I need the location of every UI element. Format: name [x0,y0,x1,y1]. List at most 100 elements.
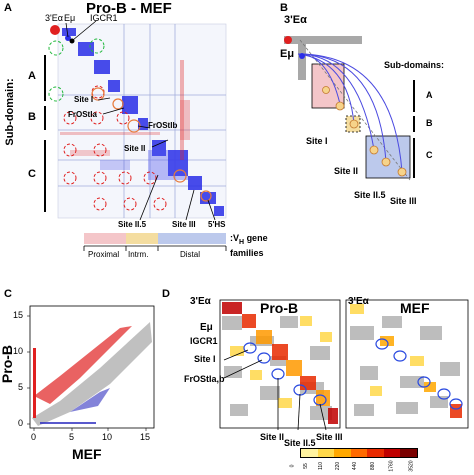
panel-d-left-3ea: 3'Eα [190,296,211,307]
panel-a-emu-marker [65,35,71,41]
panel-d-colorbar-seg-1 [317,449,335,457]
panel-a-3ea-label: 3'Eα [45,13,63,23]
panel-a-title: Pro-B - MEF [86,0,172,17]
panel-c-blue-row [40,422,96,424]
panel-a-subdomain-a: A [28,70,36,82]
panel-a-emu-label: Eμ [64,13,76,23]
panel-c-red-column [33,348,36,418]
panel-c-ytick-3: 15 [13,310,24,320]
panel-b-site-iii: Site III [390,196,417,206]
panel-c-xtick-1: 5 [69,432,75,442]
panel-b-site-i: Site I [306,136,328,146]
panel-a-legend-distal [158,233,226,244]
panel-c-xtick-2: 10 [102,432,113,442]
panel-c-ytick-2: 10 [13,346,24,356]
panel-d-left-heat [222,302,338,424]
panel-d-left-gray [222,316,332,420]
panel-d-site-iii: Site III [316,432,343,442]
panel-d-pointers [223,349,327,431]
panel-a-5hs: 5'HS [208,220,226,229]
panel-a-contacts [60,60,190,180]
panel-d-right-3ea: 3'Eα [348,296,369,307]
panel-d-right-title: MEF [400,300,430,316]
panel-d-left-igcr1: IGCR1 [190,336,218,346]
panel-a-legend-vh-sub: H [239,238,245,246]
panel-d-right-circles [375,338,463,410]
panel-d-left-title: Pro-B [260,300,299,316]
panel-d-colorbar-seg-0 [301,449,318,457]
panel-d-cb-tick-6: 1760 [388,460,395,472]
panel-d-colorbar-seg-3 [350,449,368,457]
panel-a-legend-intrm-label: Intrm. [128,250,149,259]
panel-d-cb-tick-2: 110 [318,462,325,470]
panel-d-letter: D [162,288,170,300]
panel-b: B [278,0,474,230]
panel-d-colorbar [300,448,418,458]
panel-d-colorbar-seg-2 [334,449,351,457]
panel-c-ytick-0: 0 [18,418,24,428]
panel-a-legend-proximal [84,233,126,244]
panel-a-pointers [65,20,216,221]
panel-a-3ea-marker [50,25,60,35]
panel-c-xlabel: MEF [72,446,102,462]
panel-c-letter: C [4,288,12,300]
panel-b-site-ii5: Site II.5 [354,190,386,200]
panel-c: C 0 5 10 15 0 5 10 15 MEF Pro-B [0,286,160,475]
panel-b-subdomains-header: Sub-domains: [384,60,444,70]
panel-a-subdomain-b: B [28,111,36,123]
panel-b-subdomain-a: A [426,90,433,100]
panel-d-colorbar-seg-5 [383,449,401,457]
panel-d-cb-tick-1: 55 [302,463,309,469]
panel-b-graphic [284,36,415,181]
panel-a-diagonal [62,28,224,216]
panel-d: D [160,286,474,475]
panel-d-left-emu: Eμ [200,322,213,333]
panel-d-colorbar-ticks: 0 55 110 220 440 880 1760 3520 [289,458,422,474]
panel-b-subdomain-c: C [426,150,433,160]
panel-d-colorbar-seg-6 [400,449,418,457]
panel-a-frostia: FrOStIa [68,110,97,119]
panel-c-xtick-3: 15 [140,432,151,442]
panel-b-emu-node [299,53,305,59]
panel-b-letter: B [280,2,288,14]
panel-c-graphic [27,305,155,431]
panel-b-site-nodes [322,86,407,177]
panel-a-legend-vh-label: :VH gene families [230,233,268,259]
panel-d-cb-tick-7: 3520 [408,460,415,472]
panel-c-red-cloud [34,326,132,404]
panel-d-site-ii: Site II [260,432,285,442]
panel-d-frostiab: FrOStIa,b [184,374,225,384]
panel-a-legend-vh-prefix: :V [230,233,239,243]
panel-a: A Pro-B - MEF Sub-domain: [0,0,268,285]
panel-b-3ea-node [284,36,292,44]
panel-c-xtick-0: 0 [31,432,37,442]
panel-a-legend-ticks [83,245,227,251]
panel-a-site-i: Site I [74,95,94,104]
panel-d-colorbar-seg-4 [367,449,384,457]
panel-d-site-i: Site I [194,354,216,364]
panel-d-cb-tick-4: 440 [352,461,359,471]
panel-a-site-iii: Site III [172,220,196,229]
panel-a-subdomain-c: C [28,168,36,180]
panel-b-3ea-label: 3'Eα [284,14,307,26]
panel-c-ticks [27,315,147,431]
panel-b-emu-label: Eμ [280,48,295,60]
panel-a-legend-proximal-label: Proximal [88,250,120,259]
panel-a-site-ii: Site II [124,144,146,153]
panel-c-blue-cloud [70,388,110,412]
panel-b-gray-bar-h [284,36,362,44]
panel-d-cb-tick-3: 220 [335,461,342,471]
panel-a-legend-distal-label: Distal [180,250,201,259]
panel-a-igcr1-label: IGCR1 [90,13,118,23]
panel-d-site-ii5: Site II.5 [284,438,316,448]
panel-c-ylabel: Pro-B [0,344,15,384]
panel-a-graphic [44,20,227,251]
panel-c-ytick-1: 5 [18,382,24,392]
panel-a-letter: A [4,2,12,14]
panel-a-legend-intrm [126,233,158,244]
panel-d-graphic [219,299,469,431]
panel-a-legend-vh-suffix: gene [244,233,268,243]
panel-b-subdomain-b: B [426,118,433,128]
panel-d-cb-tick-5: 880 [369,461,376,471]
panel-c-gray-cloud [32,322,152,426]
